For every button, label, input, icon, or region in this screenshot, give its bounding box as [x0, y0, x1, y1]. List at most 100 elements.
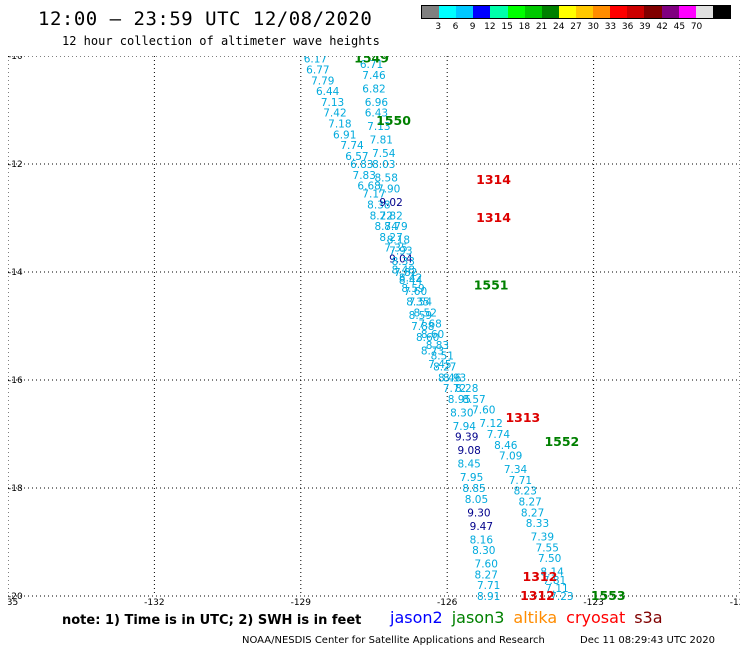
wave-height-label: 8.60 — [416, 332, 439, 344]
wave-height-label: 6.96 — [365, 97, 389, 109]
wave-height-label: 6.68 — [357, 181, 380, 193]
color-swatch — [644, 6, 662, 18]
wave-height-label: 8.35 — [406, 297, 429, 309]
pass-number-label: 1549 — [354, 56, 389, 66]
color-scale-label: 15 — [501, 22, 513, 32]
wave-height-label: 7.46 — [362, 70, 386, 82]
wave-height-label: 7.71 — [477, 580, 500, 592]
wave-height-label: 9.47 — [470, 521, 493, 533]
color-swatch — [695, 6, 713, 18]
wave-height-label: 7.34 — [504, 464, 528, 476]
pass-number-label: 1550 — [376, 113, 411, 128]
wave-height-label: 7.71 — [509, 475, 532, 487]
wave-height-label: 9.30 — [467, 507, 490, 519]
color-swatch — [473, 6, 491, 18]
wave-height-label: 7.12 — [479, 418, 502, 430]
wave-height-label: 9.08 — [457, 445, 480, 457]
color-scale-label: 6 — [452, 22, 459, 32]
note-text: note: 1) Time is in UTC; 2) SWH is in fe… — [62, 613, 362, 628]
wave-height-label: 6.77 — [306, 65, 329, 77]
latitude-tick-label: -16 — [8, 376, 23, 386]
wave-height-label: 7.94 — [453, 421, 477, 433]
color-scale-units: (ft) — [717, 8, 731, 18]
wave-height-label: 7.81 — [370, 135, 393, 147]
wave-height-label: 8.58 — [375, 173, 398, 185]
wave-height-label: 7.09 — [499, 451, 522, 463]
page-subtitle: 12 hour collection of altimeter wave hei… — [62, 34, 380, 48]
wave-height-label: 8.46 — [494, 440, 518, 452]
wave-height-label: 7.50 — [538, 553, 561, 565]
color-swatch — [422, 6, 440, 18]
wave-height-label: 8.83 — [426, 340, 449, 352]
pass-number-label: 1552 — [544, 434, 579, 449]
longitude-tick-label: -120 — [730, 598, 740, 608]
longitude-tick-label: -135 — [8, 598, 18, 608]
color-scale-swatches — [421, 5, 731, 19]
color-scale-label: 24 — [553, 22, 565, 32]
wave-height-label: 7.11 — [545, 583, 568, 595]
wave-height-label: 7.79 — [311, 75, 334, 87]
wave-height-label: 8.30 — [472, 545, 495, 557]
wave-height-label: 7.68 — [418, 318, 441, 330]
wave-height-label: 7.35 — [384, 243, 407, 255]
pass-number-label: 1551 — [474, 278, 509, 293]
color-scale-label: 45 — [673, 22, 686, 32]
longitude-tick-label: -129 — [291, 598, 312, 608]
legend-item-altika: altika — [513, 608, 558, 627]
wave-height-label: 7.81 — [543, 575, 566, 587]
color-swatch — [456, 6, 474, 18]
wave-height-label: 6.71 — [360, 59, 383, 71]
wave-height-label: 7.42 — [323, 108, 346, 120]
color-swatch — [439, 6, 457, 18]
color-scale-label: 27 — [570, 22, 582, 32]
wave-height-label: 7.95 — [460, 472, 483, 484]
wave-height-label: 8.85 — [462, 483, 485, 495]
wave-height-label: 7.45 — [428, 359, 451, 371]
color-scale-label: 21 — [535, 22, 548, 32]
latitude-tick-label: -10 — [8, 56, 23, 62]
footer-timestamp: Dec 11 08:29:43 UTC 2020 — [580, 635, 715, 646]
wave-height-label: 8.48 — [392, 264, 415, 276]
legend-item-s3a: s3a — [634, 608, 663, 627]
wave-height-label: 8.73 — [421, 345, 444, 357]
color-scale-label: 36 — [621, 22, 634, 32]
wave-height-label: 8.51 — [431, 351, 454, 363]
wave-height-label: 7.13 — [367, 121, 390, 133]
wave-height-label: 6.91 — [333, 129, 356, 141]
color-scale-label: 9 — [469, 22, 476, 32]
color-scale-label: 39 — [639, 22, 651, 32]
wave-height-label: 8.18 — [387, 235, 410, 247]
color-swatch — [661, 6, 679, 18]
wave-height-label: 7.18 — [328, 119, 351, 131]
page-title: 12:00 – 23:59 UTC 12/08/2020 — [38, 8, 373, 30]
wave-height-label: 8.52 — [414, 308, 437, 320]
wave-height-label: 7.54 — [372, 148, 396, 160]
wave-height-label: 8.74 — [375, 221, 399, 233]
latitude-tick-label: -20 — [8, 592, 23, 602]
wave-height-map: -135 -132 -129 -126 -123 -120 -10 -12 -14 -16 -18 -… — [8, 56, 740, 608]
wave-height-label: 7.60 — [472, 405, 495, 417]
wave-height-label: 8.79 — [384, 221, 407, 233]
wave-height-label: 8.93 — [443, 372, 466, 384]
wave-height-label: 7.55 — [536, 542, 559, 554]
color-swatch — [541, 6, 559, 18]
wave-height-label: 7.93 — [389, 245, 412, 257]
wave-height-label: 8.14 — [540, 567, 564, 579]
wave-height-label: 7.90 — [377, 183, 400, 195]
wave-height-label: 7.74 — [340, 140, 364, 152]
wave-height-label: 6.43 — [365, 108, 388, 120]
pass-number-label: 1313 — [505, 410, 540, 425]
wave-height-label: 8.60 — [421, 329, 444, 341]
wave-height-label: 7.88 — [411, 321, 434, 333]
wave-height-label: 8.03 — [372, 159, 395, 171]
legend-item-jason3: jason3 — [451, 608, 505, 627]
color-swatch — [593, 6, 611, 18]
pass-number-label: 1312 — [523, 569, 558, 584]
wave-height-label: 8.42 — [399, 272, 422, 284]
footer-source: NOAA/NESDIS Center for Satellite Applica… — [242, 635, 545, 646]
color-swatch — [678, 6, 696, 18]
color-swatch — [712, 6, 730, 18]
legend-item-jason2: jason2 — [390, 608, 443, 627]
wave-height-label: 6.17 — [304, 56, 327, 66]
color-scale-labels: 3 6 9 12 15 18 21 24 27 30 33 36 39 42 45 70 — [421, 19, 731, 33]
